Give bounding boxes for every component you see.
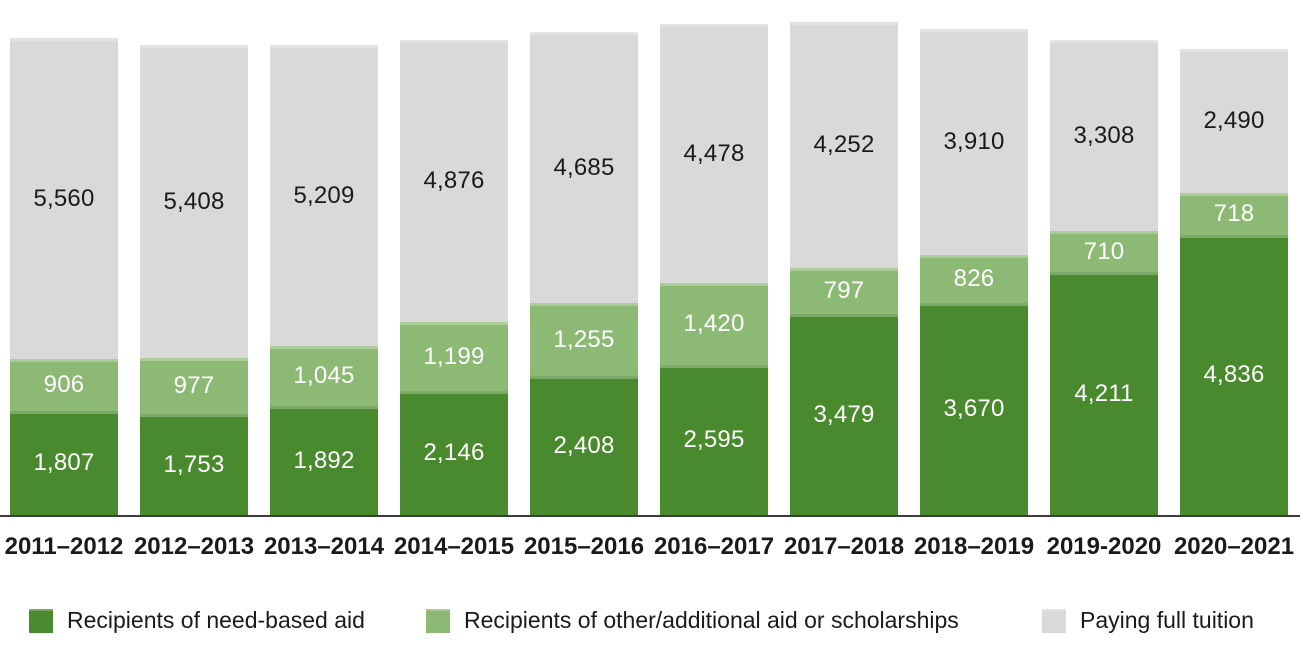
bar-segment: 1,807	[10, 411, 118, 515]
bar-segment: 718	[1180, 193, 1288, 235]
x-axis-label: 2012–2013	[133, 533, 255, 560]
bar-segment: 5,408	[140, 45, 248, 358]
segment-value-label: 4,876	[423, 167, 485, 194]
segment-value-label: 1,045	[293, 362, 355, 389]
segment-value-label: 4,252	[813, 131, 875, 158]
x-axis-label: 2014–2015	[393, 533, 515, 560]
bar-segment: 2,408	[530, 376, 638, 515]
x-axis-label: 2015–2016	[523, 533, 645, 560]
bar-segment: 3,308	[1050, 40, 1158, 231]
segment-value-label: 2,408	[553, 431, 615, 459]
bar-segment: 710	[1050, 231, 1158, 272]
segment-value-label: 5,560	[33, 184, 95, 212]
bar-segment: 3,670	[920, 303, 1028, 515]
segment-value-label: 797	[823, 277, 865, 304]
segment-value-label: 826	[953, 265, 995, 292]
legend-item-full-tuition: Paying full tuition	[1042, 607, 1254, 634]
legend-swatch-full-tuition-icon	[1042, 608, 1066, 633]
segment-value-label: 3,910	[943, 128, 1005, 155]
bar-segment: 1,892	[270, 406, 378, 515]
segment-value-label: 2,490	[1203, 107, 1265, 134]
segment-value-label: 3,308	[1073, 121, 1135, 149]
segment-value-label: 4,836	[1203, 361, 1265, 388]
bar-segment: 1,420	[660, 283, 768, 365]
segment-value-label: 1,420	[683, 310, 745, 337]
bar-segment: 826	[920, 255, 1028, 303]
segment-value-label: 5,209	[293, 181, 355, 209]
segment-value-label: 2,146	[423, 439, 485, 466]
x-axis-label: 2013–2014	[263, 533, 385, 560]
bar-segment: 906	[10, 359, 118, 411]
legend-label: Paying full tuition	[1080, 607, 1254, 633]
x-axis-label: 2018–2019	[913, 533, 1035, 560]
legend-item-other-aid: Recipients of other/additional aid or sc…	[426, 607, 959, 634]
bar-segment: 2,490	[1180, 49, 1288, 193]
segment-value-label: 3,479	[813, 400, 875, 428]
legend: Recipients of need-based aid Recipients …	[0, 607, 1300, 639]
x-axis-label: 2011–2012	[4, 533, 124, 560]
segment-value-label: 718	[1213, 200, 1255, 227]
bar-segment: 4,252	[790, 22, 898, 268]
bar-segment: 1,045	[270, 346, 378, 406]
bar-2019-2020: 3,308 710 4,211	[1050, 40, 1158, 515]
segment-value-label: 4,685	[553, 153, 615, 181]
bar-2012–2013: 5,408 977 1,753	[140, 45, 248, 515]
segment-value-label: 1,892	[293, 446, 355, 474]
segment-value-label: 1,753	[163, 450, 225, 478]
segment-value-label: 1,807	[33, 449, 95, 476]
bar-2014–2015: 4,876 1,199 2,146	[400, 40, 508, 515]
legend-swatch-need-based-aid-icon	[29, 608, 53, 633]
legend-label: Recipients of need-based aid	[67, 607, 365, 633]
bar-segment: 2,146	[400, 391, 508, 515]
segment-value-label: 4,478	[683, 139, 745, 167]
segment-value-label: 1,255	[553, 325, 615, 353]
legend-label: Recipients of other/additional aid or sc…	[464, 607, 959, 633]
bar-2015–2016: 4,685 1,255 2,408	[530, 32, 638, 515]
bar-segment: 1,753	[140, 414, 248, 515]
legend-swatch-other-aid-icon	[426, 608, 450, 633]
bar-segment: 797	[790, 268, 898, 314]
segment-value-label: 3,670	[943, 395, 1005, 422]
bar-2016–2017: 4,478 1,420 2,595	[660, 24, 768, 515]
bar-2020–2021: 2,490 718 4,836	[1180, 49, 1288, 515]
segment-value-label: 906	[43, 371, 85, 398]
segment-value-label: 5,408	[163, 187, 225, 215]
plot-area: 5,560 906 1,807 5,408 977 1,753 5,209 1,045 1,89…	[0, 22, 1300, 517]
bar-segment: 3,910	[920, 29, 1028, 255]
x-axis-label: 2017–2018	[783, 533, 905, 560]
x-axis-label: 2016–2017	[653, 533, 775, 560]
bar-segment: 977	[140, 358, 248, 414]
bar-segment: 4,685	[530, 32, 638, 303]
segment-value-label: 1,199	[423, 342, 485, 370]
segment-value-label: 4,211	[1074, 379, 1134, 407]
bar-segment: 5,209	[270, 45, 378, 346]
bar-segment: 1,199	[400, 322, 508, 391]
bar-segment: 5,560	[10, 38, 118, 359]
bar-segment: 4,478	[660, 24, 768, 283]
bar-segment: 3,479	[790, 314, 898, 515]
bar-2013–2014: 5,209 1,045 1,892	[270, 45, 378, 515]
legend-item-need-based-aid: Recipients of need-based aid	[29, 607, 365, 634]
bar-2011–2012: 5,560 906 1,807	[10, 38, 118, 515]
bar-2017–2018: 4,252 797 3,479	[790, 22, 898, 515]
bar-2018–2019: 3,910 826 3,670	[920, 29, 1028, 515]
bar-segment: 1,255	[530, 303, 638, 376]
x-axis-label: 2019-2020	[1046, 533, 1162, 560]
bar-segment: 4,876	[400, 40, 508, 322]
x-axis-label: 2020–2021	[1173, 533, 1295, 560]
bar-segment: 4,211	[1050, 272, 1158, 515]
segment-value-label: 710	[1083, 237, 1125, 265]
segment-value-label: 2,595	[683, 426, 745, 453]
segment-value-label: 977	[173, 372, 215, 399]
bar-segment: 2,595	[660, 365, 768, 515]
x-axis-labels: 2011–2012 2012–2013 2013–2014 2014–2015 2015…	[0, 533, 1300, 561]
bar-segment: 4,836	[1180, 235, 1288, 515]
